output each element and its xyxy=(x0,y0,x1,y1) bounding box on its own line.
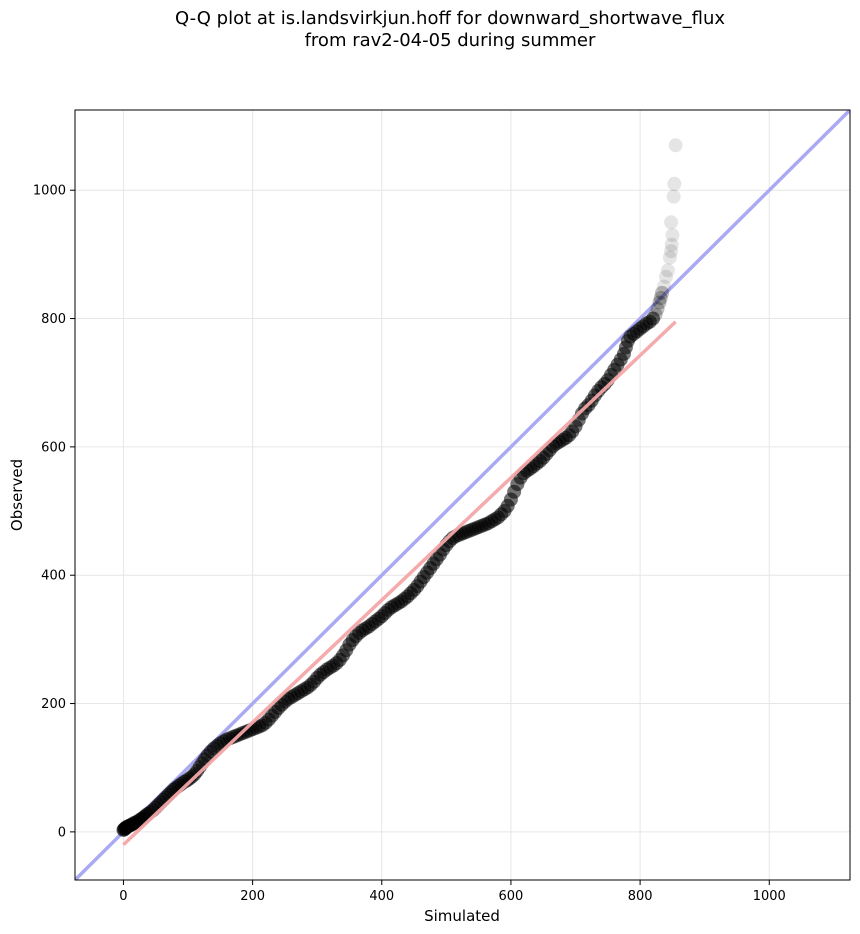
y-axis-ticks: 0 200 400 600 800 1000 xyxy=(33,184,75,840)
y-tick-label: 0 xyxy=(58,825,66,840)
x-axis-label: Simulated xyxy=(424,907,500,925)
y-tick-label: 200 xyxy=(41,697,66,712)
grid-lines xyxy=(75,110,850,880)
data-point xyxy=(648,307,663,322)
y-tick-label: 400 xyxy=(41,569,66,584)
x-axis-ticks: 0 200 400 600 800 1000 xyxy=(119,880,786,904)
data-point xyxy=(652,295,667,310)
y-tick-label: 800 xyxy=(41,312,66,327)
fit-line xyxy=(122,320,677,846)
x-tick-label: 0 xyxy=(119,889,127,904)
reference-line xyxy=(75,110,850,880)
data-point xyxy=(665,228,680,243)
data-point xyxy=(657,279,671,294)
y-axis-label: Observed xyxy=(8,459,26,531)
plot-frame xyxy=(74,109,851,881)
data-point xyxy=(668,138,683,153)
chart-title-line-2: from rav2-04-05 during summer xyxy=(304,30,596,51)
y-tick-label: 600 xyxy=(41,440,66,455)
data-point xyxy=(664,237,679,252)
data-point xyxy=(655,285,670,300)
chart-title: Q-Q plot at is.landsvirkjun.hoff for dow… xyxy=(0,8,860,52)
x-tick-label: 1000 xyxy=(753,889,786,904)
data-point xyxy=(666,189,681,204)
data-point xyxy=(664,244,679,259)
data-point xyxy=(646,311,661,326)
data-point xyxy=(667,176,682,191)
x-tick-label: 400 xyxy=(369,889,394,904)
x-tick-label: 600 xyxy=(499,889,524,904)
data-point xyxy=(662,250,677,265)
x-tick-label: 200 xyxy=(240,889,265,904)
y-tick-label: 1000 xyxy=(33,184,66,199)
data-points xyxy=(116,138,683,837)
data-point xyxy=(650,301,665,316)
data-point xyxy=(653,291,668,306)
chart-title-line-1: Q-Q plot at is.landsvirkjun.hoff for dow… xyxy=(174,8,726,29)
data-point xyxy=(658,269,673,284)
x-tick-label: 800 xyxy=(628,889,653,904)
data-point xyxy=(660,263,675,278)
data-point xyxy=(664,215,679,230)
